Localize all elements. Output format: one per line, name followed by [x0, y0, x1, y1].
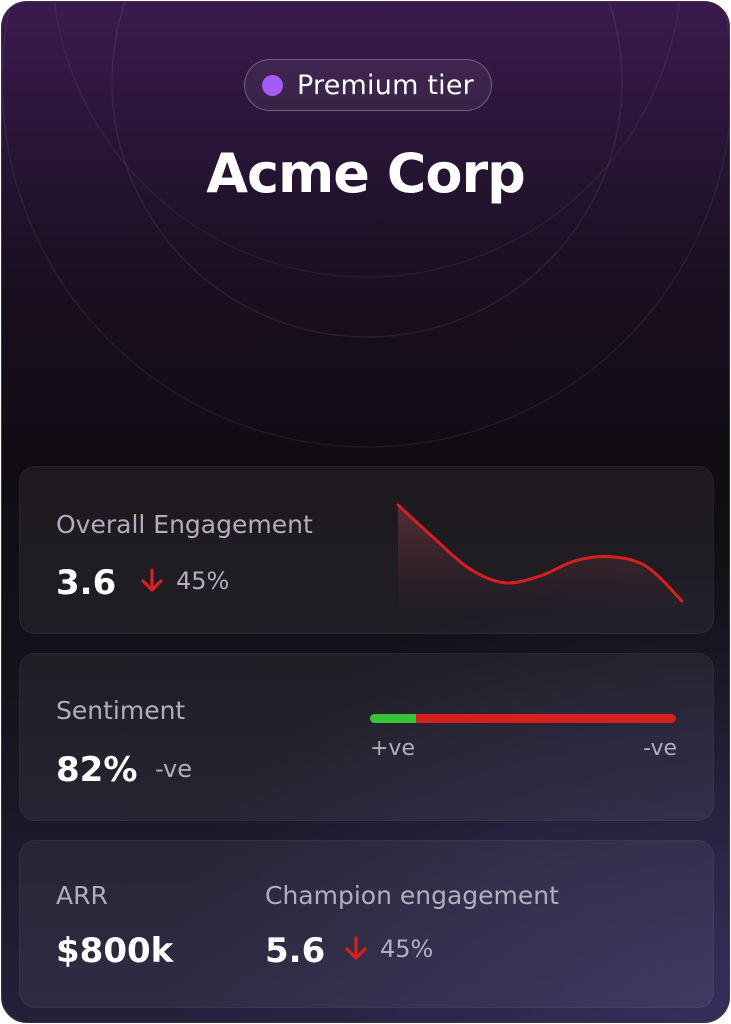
- sentiment-bar: [370, 714, 676, 723]
- arrow-down-icon: [141, 568, 163, 592]
- champion-label: Champion engagement: [265, 881, 559, 910]
- champion-change-pct: 45%: [380, 935, 434, 963]
- sentiment-value: 82%: [56, 750, 138, 790]
- engagement-sparkline: [396, 503, 684, 609]
- sentiment-scale-negative: -ve: [643, 736, 677, 761]
- champion-value: 5.6: [265, 931, 326, 971]
- sentiment-suffix: -ve: [155, 755, 192, 783]
- engagement-change: 45%: [140, 567, 229, 595]
- arr-label: ARR: [56, 881, 108, 910]
- champion-change: 45%: [344, 935, 433, 963]
- engagement-value: 3.6: [56, 563, 117, 603]
- sentiment-scale-positive: +ve: [370, 736, 415, 761]
- company-name: Acme Corp: [206, 142, 526, 205]
- engagement-label: Overall Engagement: [56, 510, 313, 539]
- sentiment-bar-positive: [370, 714, 416, 723]
- arr-panel: ARR $800k Champion engagement 5.6 45%: [19, 840, 714, 1008]
- sparkline-line: [396, 503, 684, 603]
- sentiment-panel: Sentiment 82% -ve +ve -ve: [19, 653, 714, 821]
- arrow-down-icon: [345, 936, 367, 960]
- tier-label: Premium tier: [297, 69, 474, 101]
- sparkline-area: [398, 505, 682, 609]
- sentiment-label: Sentiment: [56, 696, 186, 725]
- tier-badge: Premium tier: [244, 59, 492, 111]
- engagement-panel: Overall Engagement 3.6 45%: [19, 466, 714, 634]
- engagement-change-pct: 45%: [176, 567, 230, 595]
- tier-status-dot: [262, 74, 284, 96]
- arr-value: $800k: [56, 931, 174, 971]
